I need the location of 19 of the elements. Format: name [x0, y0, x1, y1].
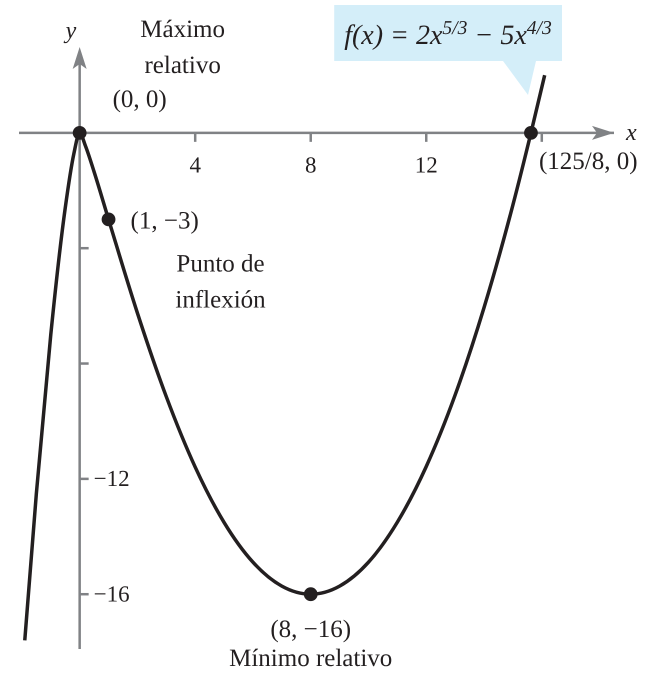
point: [102, 212, 116, 226]
annotation: Punto de inflexión: [175, 250, 266, 314]
point: [304, 587, 318, 602]
y-tick-label: −12: [94, 466, 130, 492]
chart-title: f(x) = 2x$^{5/3}$ − 5x$^{4/3}$: [344, 18, 552, 51]
x-tick-label: 12: [414, 152, 438, 178]
annotation: (0, 0): [112, 86, 167, 113]
x-tick-label: 8: [304, 152, 316, 178]
annotation: Mínimo relativo: [229, 645, 392, 672]
x-axis-title: x: [625, 120, 637, 146]
y-tick-label: −16: [94, 582, 130, 607]
annotation: Máximo relativo: [140, 16, 226, 80]
annotation: (125/8, 0): [538, 148, 638, 175]
point: [524, 126, 538, 140]
x-tick-label: 4: [189, 152, 202, 178]
annotation: (1, −3): [130, 207, 199, 234]
annotation: (8, −16): [270, 616, 352, 644]
point: [72, 126, 87, 140]
y-axis-title: y: [64, 18, 77, 44]
